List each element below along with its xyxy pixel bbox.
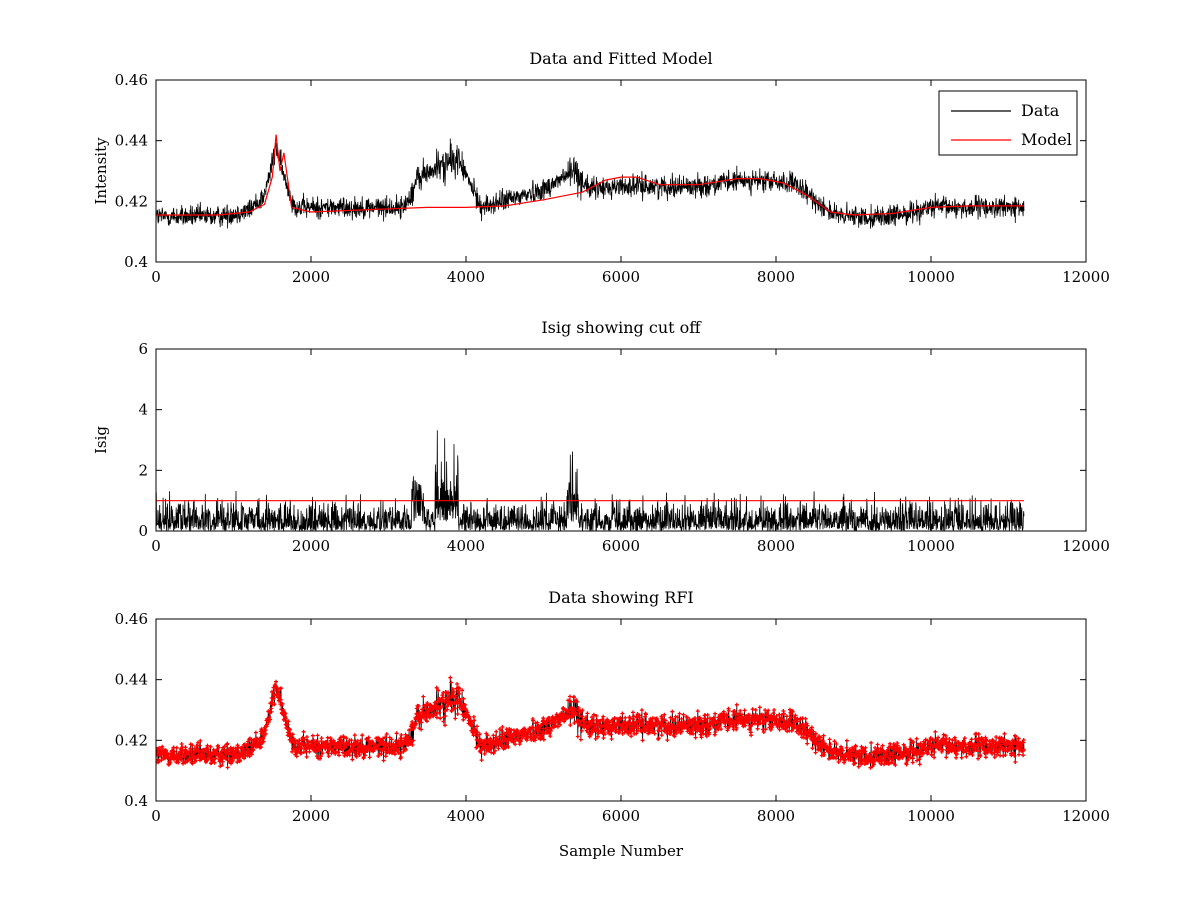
x-tick-label: 6000 (602, 268, 640, 286)
y-tick-label: 0.46 (115, 610, 148, 628)
y-axis-label: Intensity (92, 137, 110, 205)
y-tick-label: 0.42 (115, 192, 148, 210)
x-tick-label: 0 (151, 807, 161, 825)
x-tick-label: 0 (151, 268, 161, 286)
x-tick-label: 8000 (757, 807, 795, 825)
chart-title: Isig showing cut off (541, 318, 702, 337)
plot-area (156, 430, 1025, 531)
plot-area (156, 675, 1026, 770)
x-tick-label: 4000 (447, 807, 485, 825)
series-isig-line (156, 430, 1025, 531)
plot-area (156, 134, 1025, 229)
y-tick-label: 0.4 (124, 792, 148, 810)
x-tick-label: 12000 (1062, 268, 1110, 286)
x-tick-label: 10000 (907, 537, 955, 555)
y-tick-label: 2 (138, 461, 148, 479)
y-axis-label: Isig (92, 426, 110, 454)
y-tick-label: 0.42 (115, 731, 148, 749)
x-tick-label: 8000 (757, 268, 795, 286)
y-tick-label: 6 (138, 340, 148, 358)
x-tick-label: 2000 (292, 807, 330, 825)
chart-1: Data and Fitted Model 0 2000 4000 6000 8000 10… (92, 49, 1110, 286)
y-tick-label: 0.44 (115, 671, 148, 689)
x-tick-label: 0 (151, 537, 161, 555)
series-model-line (156, 134, 1024, 216)
y-tick-label: 0 (138, 522, 148, 540)
axes-box (155, 348, 1087, 532)
series-data-line (156, 138, 1025, 229)
legend-label-data: Data (1021, 101, 1060, 120)
x-tick-label: 2000 (292, 537, 330, 555)
chart-title: Data showing RFI (548, 588, 693, 607)
x-tick-label: 12000 (1062, 537, 1110, 555)
x-tick-label: 12000 (1062, 807, 1110, 825)
x-tick-label: 4000 (447, 268, 485, 286)
x-tick-label: 8000 (757, 537, 795, 555)
y-tick-label: 0.4 (124, 253, 148, 271)
chart-title: Data and Fitted Model (529, 49, 712, 68)
x-tick-label: 2000 (292, 268, 330, 286)
legend-label-model: Model (1021, 130, 1072, 149)
chart-2: Isig showing cut off 0 2000 4000 6000 8000 100… (92, 318, 1110, 555)
legend: Data Model (938, 90, 1078, 156)
y-tick-label: 0.46 (115, 71, 148, 89)
y-tick-label: 0.44 (115, 132, 148, 150)
legend-box (938, 90, 1078, 156)
x-tick-label: 6000 (602, 537, 640, 555)
axes-box (155, 618, 1087, 802)
x-tick-label: 10000 (907, 807, 955, 825)
x-tick-label: 10000 (907, 268, 955, 286)
chart-3: Data showing RFI 0 2000 4000 6000 8000 10000 12… (115, 588, 1110, 860)
x-axis-label: Sample Number (559, 842, 684, 860)
y-tick-label: 4 (138, 401, 148, 419)
x-tick-label: 4000 (447, 537, 485, 555)
x-tick-label: 6000 (602, 807, 640, 825)
series-rfi-markers (156, 675, 1026, 770)
